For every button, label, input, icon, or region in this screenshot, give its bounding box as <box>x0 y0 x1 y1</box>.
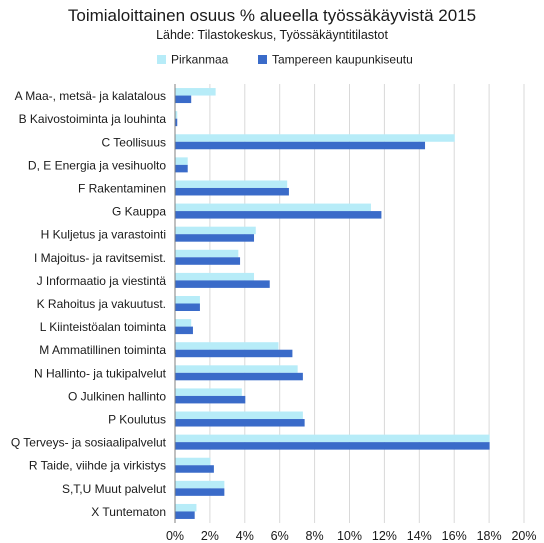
bar-pirkanmaa <box>175 434 490 443</box>
legend-swatch-1 <box>157 55 166 64</box>
bar-pirkanmaa <box>175 319 192 327</box>
bar-pirkanmaa <box>175 157 188 165</box>
bar-tampereen-kaupunkiseutu <box>175 234 255 242</box>
bar-tampereen-kaupunkiseutu <box>175 419 305 427</box>
bar-pirkanmaa <box>175 365 298 373</box>
bar-pirkanmaa <box>175 296 200 304</box>
bar-tampereen-kaupunkiseutu <box>175 465 214 473</box>
x-tick-label: 12% <box>372 529 397 543</box>
bar-pirkanmaa <box>175 88 216 96</box>
bar-tampereen-kaupunkiseutu <box>175 164 188 173</box>
legend-swatch-2 <box>258 55 267 64</box>
bar-pirkanmaa <box>175 180 288 188</box>
chart-title: Toimialoittainen osuus % alueella työssä… <box>67 6 477 25</box>
category-label: L Kiinteistöalan toiminta <box>40 320 167 334</box>
bar-pirkanmaa <box>175 203 371 212</box>
x-tick-label: 2% <box>201 529 219 543</box>
bar-tampereen-kaupunkiseutu <box>175 488 225 496</box>
category-label: C Teollisuus <box>102 135 166 149</box>
bar-pirkanmaa <box>175 411 303 420</box>
x-tick-label: 0% <box>166 529 184 543</box>
category-label: Q Terveys- ja sosiaalipalvelut <box>11 436 167 450</box>
category-label: F Rakentaminen <box>78 181 166 195</box>
category-label: G Kauppa <box>112 205 166 219</box>
bar-tampereen-kaupunkiseutu <box>175 280 270 288</box>
category-label: O Julkinen hallinto <box>68 389 166 403</box>
grid <box>174 84 525 523</box>
bar-pirkanmaa <box>175 272 255 281</box>
bar-pirkanmaa <box>175 226 256 235</box>
bar-tampereen-kaupunkiseutu <box>175 257 241 265</box>
bar-tampereen-kaupunkiseutu <box>175 211 382 219</box>
bar-tampereen-kaupunkiseutu <box>175 372 303 381</box>
category-label: B Kaivostoiminta ja louhinta <box>19 112 167 126</box>
bar-pirkanmaa <box>175 388 242 396</box>
labels: 0% 2% 4% 6% 8% 10% 12% 14% 16% 18% 20% A Maa-, mets… <box>11 89 537 543</box>
legend: Pirkanmaa Tampereen kaupunkiseutu <box>157 53 413 67</box>
x-tick-label: 4% <box>236 529 254 543</box>
x-tick-label: 18% <box>477 529 502 543</box>
category-label: K Rahoitus ja vakuutust. <box>37 297 166 311</box>
bar-tampereen-kaupunkiseutu <box>175 395 246 404</box>
x-tick-label: 8% <box>306 529 324 543</box>
category-label: D, E Energia ja vesihuolto <box>28 158 166 172</box>
chart-subtitle: Lähde: Tilastokeskus, Työssäkäyntitilast… <box>156 28 388 42</box>
x-tick-label: 20% <box>511 529 536 543</box>
category-label: P Koulutus <box>108 413 166 427</box>
category-label: A Maa-, metsä- ja kalatalous <box>15 89 166 103</box>
category-label: H Kuljetus ja varastointi <box>41 228 166 242</box>
bar-pirkanmaa <box>175 342 279 350</box>
bar-tampereen-kaupunkiseutu <box>175 442 490 450</box>
x-tick-label: 14% <box>407 529 432 543</box>
bar-pirkanmaa <box>175 503 197 512</box>
legend-label-1: Pirkanmaa <box>171 53 229 67</box>
bar-pirkanmaa <box>175 480 225 489</box>
bar-tampereen-kaupunkiseutu <box>175 95 192 104</box>
bar-tampereen-kaupunkiseutu <box>175 141 426 150</box>
bar-pirkanmaa <box>175 249 239 258</box>
bar-tampereen-kaupunkiseutu <box>175 303 200 311</box>
category-label: X Tuntematon <box>91 505 166 519</box>
bar-tampereen-kaupunkiseutu <box>175 511 195 519</box>
bar-pirkanmaa <box>175 457 211 466</box>
category-label: R Taide, viihde ja virkistys <box>29 459 166 473</box>
bar-pirkanmaa <box>175 134 455 142</box>
bar-tampereen-kaupunkiseutu <box>175 187 289 196</box>
category-label: N Hallinto- ja tukipalvelut <box>34 366 167 380</box>
category-label: I Majoitus- ja ravitsemist. <box>34 251 166 265</box>
bar-tampereen-kaupunkiseutu <box>175 349 293 358</box>
category-label: S,T,U Muut palvelut <box>62 482 167 496</box>
legend-label-2: Tampereen kaupunkiseutu <box>272 53 413 67</box>
bar-tampereen-kaupunkiseutu <box>175 118 178 127</box>
bars <box>175 88 490 519</box>
category-label: M Ammatillinen toiminta <box>39 343 166 357</box>
x-tick-label: 10% <box>337 529 362 543</box>
x-tick-label: 16% <box>442 529 467 543</box>
category-label: J Informaatio ja viestintä <box>37 274 167 288</box>
bar-tampereen-kaupunkiseutu <box>175 326 193 335</box>
bar-pirkanmaa <box>175 111 178 119</box>
x-tick-label: 6% <box>271 529 289 543</box>
